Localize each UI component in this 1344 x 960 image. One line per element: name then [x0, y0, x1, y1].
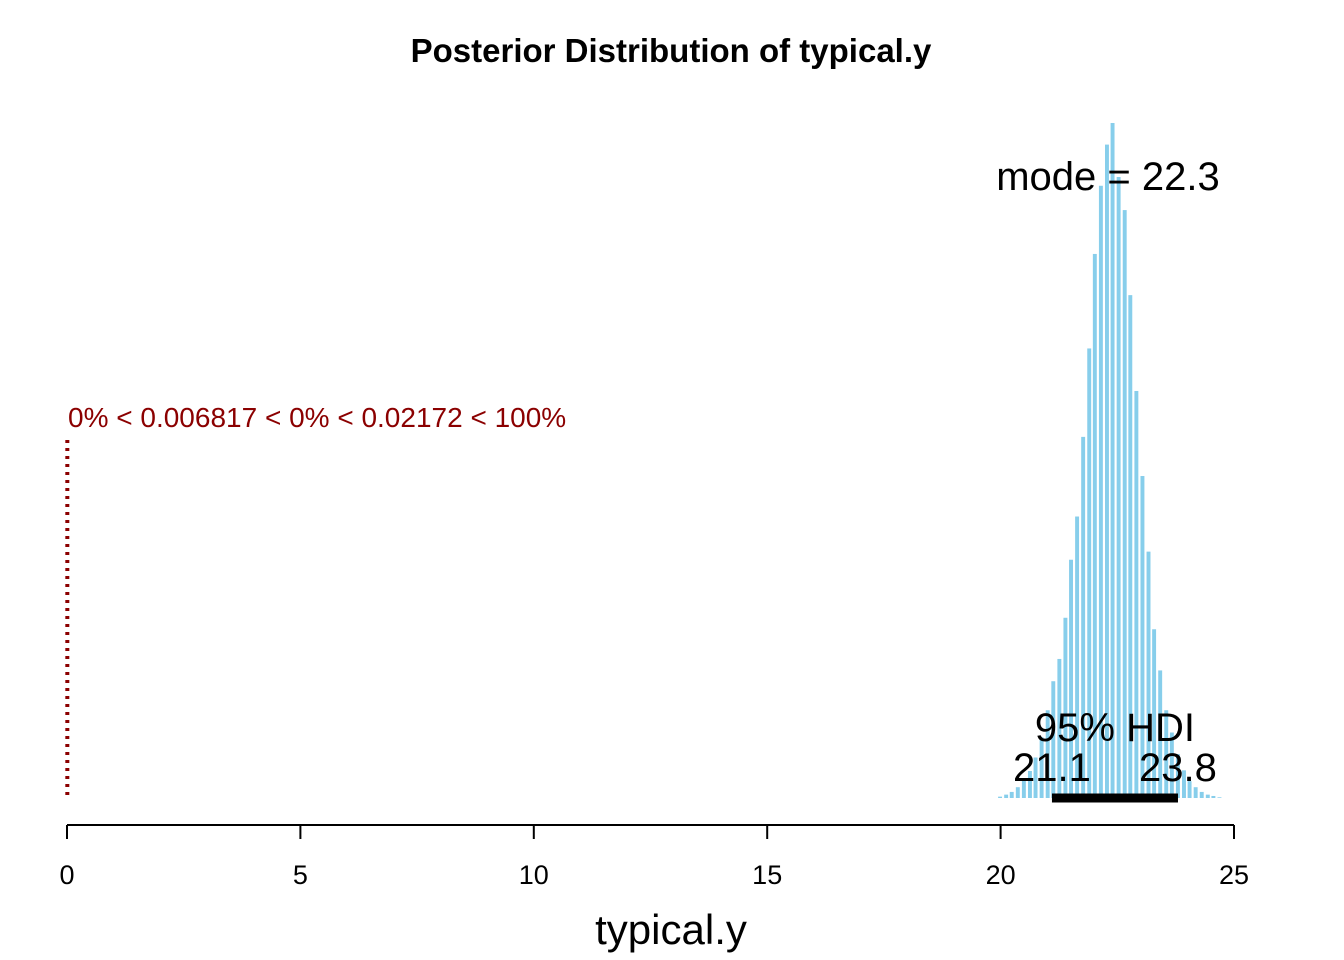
histogram-bar — [1187, 781, 1192, 799]
histogram-bar — [1004, 794, 1009, 799]
histogram-bar — [1033, 757, 1038, 798]
mode-label: mode = 22.3 — [996, 155, 1220, 199]
hdi-label: 95% HDI — [1035, 706, 1195, 750]
x-tick-label: 5 — [293, 860, 308, 890]
histogram-bar — [1134, 390, 1139, 798]
histogram-bar — [1140, 476, 1145, 798]
histogram-bar — [1169, 732, 1174, 798]
x-tick-label: 20 — [986, 860, 1016, 890]
histogram-bar — [1087, 348, 1092, 798]
histogram-bar — [1051, 681, 1056, 798]
histogram-bar — [1075, 516, 1080, 798]
histogram-bar — [1193, 787, 1198, 798]
histogram-bar — [1122, 210, 1127, 798]
x-tick-label: 15 — [752, 860, 782, 890]
comparison-text: 0% < 0.006817 < 0% < 0.02172 < 100% — [68, 402, 566, 433]
x-tick-label: 10 — [519, 860, 549, 890]
histogram-bar — [1152, 629, 1157, 798]
histogram-bar — [1021, 780, 1026, 798]
x-tick-label: 25 — [1219, 860, 1249, 890]
histogram-bar — [1039, 737, 1044, 798]
histogram-bar — [1116, 177, 1121, 798]
histogram-bar — [1057, 658, 1062, 798]
histogram-bar — [1205, 794, 1210, 799]
histogram-bar — [1015, 787, 1020, 798]
histogram-bar — [1069, 559, 1073, 798]
histogram-bar — [1092, 253, 1097, 798]
histogram-bar — [1027, 771, 1032, 798]
histogram-bar — [1182, 770, 1186, 798]
histogram-bar — [1211, 795, 1216, 798]
histogram-bar — [1105, 144, 1109, 799]
chart-title: Posterior Distribution of typical.y — [411, 32, 932, 69]
histogram-bar — [1098, 185, 1103, 798]
histogram-bar — [1081, 436, 1086, 799]
histogram-bar — [1158, 670, 1163, 798]
histogram-bar — [1217, 797, 1222, 798]
hdi-high-label: 23.8 — [1139, 746, 1217, 790]
x-axis-label: typical.y — [595, 906, 747, 953]
hdi-low-label: 21.1 — [1013, 746, 1091, 790]
histogram-bar — [998, 796, 1003, 798]
histogram-bar — [1045, 710, 1050, 798]
histogram-bar — [1199, 791, 1204, 798]
histogram-bars — [998, 123, 1222, 799]
x-tick-label: 0 — [59, 860, 74, 890]
x-axis: 0 5 10 15 20 25 — [59, 824, 1249, 890]
histogram-bar — [1128, 295, 1133, 799]
histogram-bar — [1009, 791, 1014, 798]
histogram-bar — [1164, 710, 1169, 798]
histogram-bar — [1146, 551, 1151, 799]
histogram-bar — [1110, 123, 1115, 798]
histogram-bar — [1063, 617, 1068, 798]
histogram-bar — [1175, 754, 1180, 799]
